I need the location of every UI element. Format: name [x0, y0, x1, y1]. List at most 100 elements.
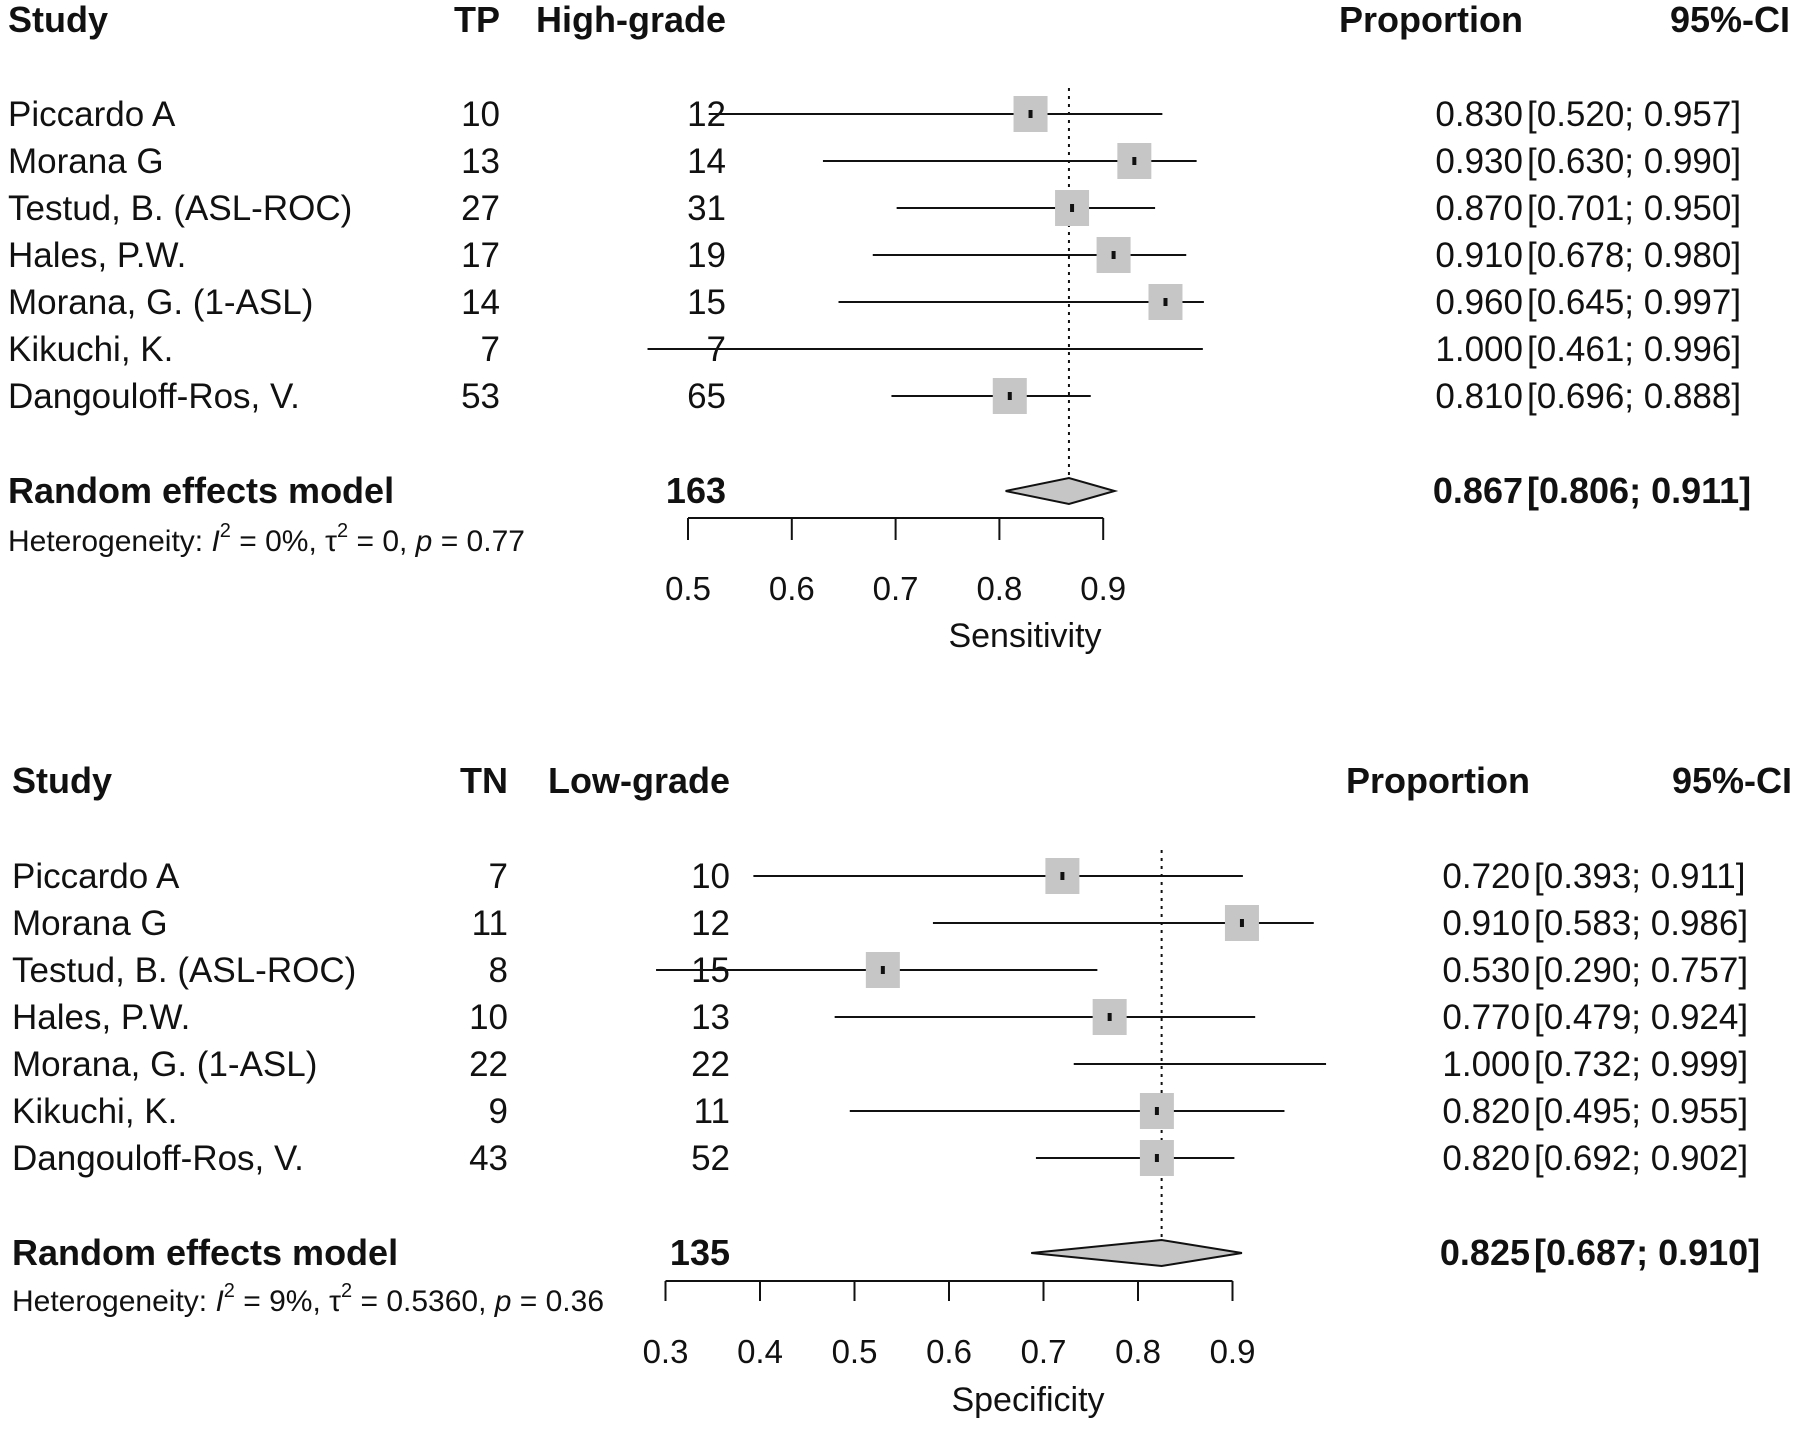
pooled-total: 135 [670, 1232, 730, 1273]
x-tick-label: 0.5 [665, 570, 711, 607]
x-tick-label: 0.8 [1115, 1333, 1161, 1370]
study-events: 9 [489, 1092, 508, 1131]
study-total: 31 [687, 189, 726, 228]
study-total: 13 [691, 998, 730, 1037]
x-tick-label: 0.9 [1210, 1333, 1256, 1370]
study-ci: [0.692; 0.902] [1534, 1139, 1748, 1178]
study-name: Morana, G. (1-ASL) [12, 1045, 317, 1084]
study-events: 7 [481, 330, 500, 369]
pooled-proportion: 0.825 [1440, 1232, 1530, 1273]
x-tick-label: 0.5 [832, 1333, 878, 1370]
pooled-diamond [1005, 476, 1119, 506]
x-tick-label: 0.9 [1080, 570, 1126, 607]
study-name: Kikuchi, K. [12, 1092, 177, 1131]
x-axis: 0.5 0.6 0.7 0.8 0.9 [665, 517, 1126, 607]
heterogeneity-stats: Heterogeneity: I2 = 9%, τ2 = 0.5360, p =… [12, 1280, 604, 1318]
study-name: Morana G [12, 904, 168, 943]
header-proportion: Proportion [1346, 760, 1530, 801]
study-proportion: 0.910 [1442, 904, 1530, 943]
header-total: Low-grade [548, 760, 730, 801]
study-proportion: 0.810 [1435, 377, 1523, 416]
study-marks [656, 850, 1327, 1268]
study-total: 52 [691, 1139, 730, 1178]
study-name: Testud, B. (ASL-ROC) [8, 189, 352, 228]
study-ci: [0.630; 0.990] [1527, 142, 1741, 181]
study-ci: [0.393; 0.911] [1534, 857, 1745, 896]
study-total: 65 [687, 377, 726, 416]
estimate-point [1239, 919, 1244, 927]
study-events: 27 [461, 189, 500, 228]
study-events: 43 [469, 1139, 508, 1178]
study-proportion: 1.000 [1442, 1045, 1530, 1084]
header-proportion: Proportion [1339, 0, 1523, 40]
sensitivity-forest-panel: Study TP High-grade Proportion 95%-CI Pi… [8, 0, 1790, 655]
study-events: 17 [461, 236, 500, 275]
study-ci: [0.583; 0.986] [1534, 904, 1748, 943]
header-total: High-grade [536, 0, 726, 40]
study-ci: [0.290; 0.757] [1534, 951, 1748, 990]
study-total: 22 [691, 1045, 730, 1084]
estimate-point [1007, 392, 1012, 400]
study-total: 12 [691, 904, 730, 943]
study-ci: [0.495; 0.955] [1534, 1092, 1748, 1131]
study-events: 7 [489, 857, 508, 896]
x-tick-label: 0.6 [769, 570, 815, 607]
study-events: 13 [461, 142, 500, 181]
pooled-name: Random effects model [12, 1232, 398, 1273]
specificity-forest-panel: Study TN Low-grade Proportion 95%-CI Pic… [12, 760, 1792, 1419]
study-ci: [0.461; 0.996] [1527, 330, 1741, 369]
study-rows: Piccardo A 7 10 0.720 [0.393; 0.911] Morana G… [12, 857, 1748, 1178]
study-events: 8 [489, 951, 508, 990]
study-name: Kikuchi, K. [8, 330, 173, 369]
header-ci: 95%-CI [1670, 0, 1790, 40]
x-tick-label: 0.6 [926, 1333, 972, 1370]
x-tick-label: 0.7 [873, 570, 919, 607]
study-events: 22 [469, 1045, 508, 1084]
study-proportion: 1.000 [1435, 330, 1523, 369]
study-total: 10 [691, 857, 730, 896]
study-proportion: 0.720 [1442, 857, 1530, 896]
estimate-point [1028, 110, 1033, 118]
pooled-name: Random effects model [8, 470, 394, 511]
x-tick-label: 0.4 [737, 1333, 783, 1370]
pooled-total: 163 [666, 470, 726, 511]
study-name: Piccardo A [12, 857, 180, 896]
x-tick-label: 0.7 [1021, 1333, 1067, 1370]
x-axis-label: Specificity [951, 1381, 1104, 1419]
study-rows: Piccardo A 10 12 0.830 [0.520; 0.957]Morana … [8, 95, 1741, 416]
study-marks [647, 88, 1204, 506]
pooled-diamond [1031, 1238, 1243, 1268]
estimate-point [880, 966, 885, 974]
estimate-point [1132, 157, 1137, 165]
study-proportion: 0.820 [1442, 1092, 1530, 1131]
header-study: Study [8, 0, 108, 40]
study-ci: [0.678; 0.980] [1527, 236, 1741, 275]
study-events: 53 [461, 377, 500, 416]
study-proportion: 0.770 [1442, 998, 1530, 1037]
study-total: 14 [687, 142, 726, 181]
study-events: 14 [461, 283, 500, 322]
study-ci: [0.696; 0.888] [1527, 377, 1741, 416]
pooled-row: Random effects model 135 0.825 [0.687; 0.91… [12, 1232, 1760, 1273]
study-proportion: 0.830 [1435, 95, 1523, 134]
pooled-ci: [0.806; 0.911] [1527, 470, 1751, 511]
study-name: Morana, G. (1-ASL) [8, 283, 313, 322]
study-name: Hales, P.W. [12, 998, 190, 1037]
study-name: Testud, B. (ASL-ROC) [12, 951, 356, 990]
x-tick-label: 0.8 [976, 570, 1022, 607]
study-total: 19 [687, 236, 726, 275]
study-proportion: 0.960 [1435, 283, 1523, 322]
study-proportion: 0.530 [1442, 951, 1530, 990]
study-name: Dangouloff-Ros, V. [12, 1139, 304, 1178]
study-ci: [0.732; 0.999] [1534, 1045, 1748, 1084]
heterogeneity-stats: Heterogeneity: I2 = 0%, τ2 = 0, p = 0.77 [8, 520, 525, 558]
x-tick-label: 0.3 [643, 1333, 689, 1370]
study-ci: [0.701; 0.950] [1527, 189, 1741, 228]
study-events: 10 [461, 95, 500, 134]
study-total: 11 [694, 1092, 730, 1131]
study-proportion: 0.910 [1435, 236, 1523, 275]
header-events: TN [460, 760, 508, 801]
header-study: Study [12, 760, 112, 801]
study-name: Hales, P.W. [8, 236, 186, 275]
